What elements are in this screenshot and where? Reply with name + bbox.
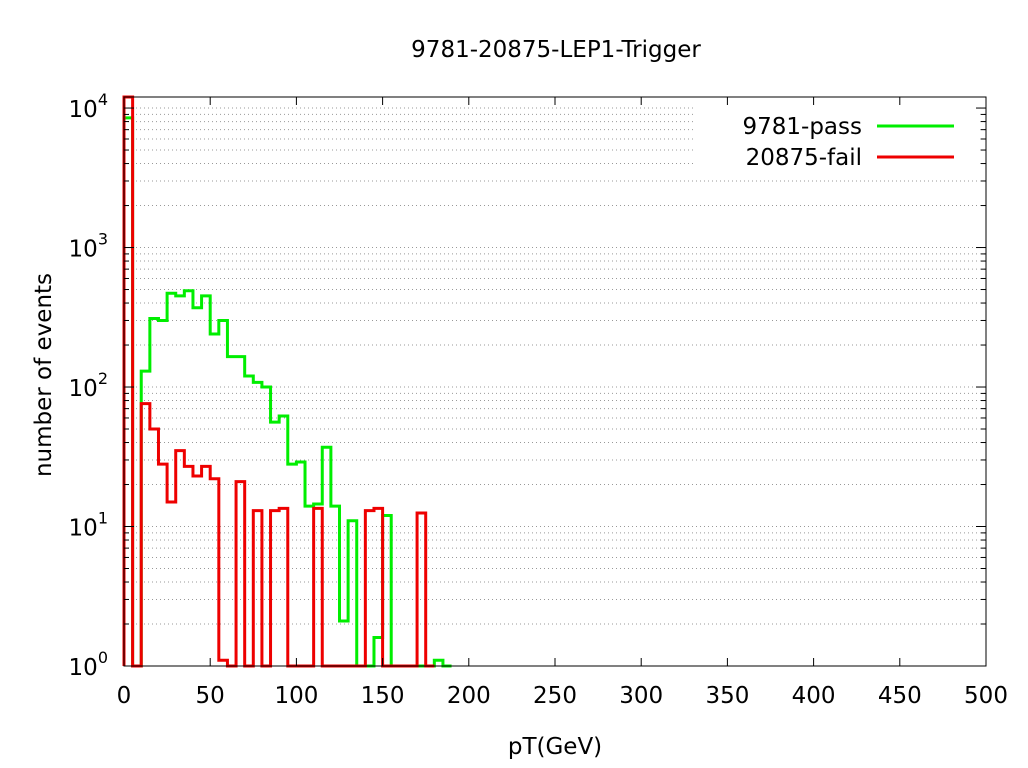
x-tick-label: 250	[533, 683, 577, 709]
legend-label-pass: 9781-pass	[743, 114, 863, 140]
x-tick-label: 100	[274, 683, 318, 709]
y-axis-label: number of events	[31, 273, 57, 477]
series-group	[122, 95, 452, 668]
y-tick-label: 102	[69, 369, 108, 402]
chart-title: 9781-20875-LEP1-Trigger	[411, 37, 701, 63]
legend-label-fail: 20875-fail	[746, 145, 862, 171]
y-tick-label: 100	[69, 648, 108, 681]
x-tick-label: 0	[117, 683, 132, 709]
x-tick-label: 300	[619, 683, 663, 709]
axis-ticks: 0 50 100 150 200 250 300 350 400 450 500 100 101 102 1…	[69, 90, 1008, 709]
x-tick-label: 150	[361, 683, 405, 709]
x-tick-label: 50	[196, 683, 225, 709]
series-fail-line	[122, 95, 435, 668]
x-tick-label: 350	[705, 683, 749, 709]
x-tick-label: 500	[964, 683, 1008, 709]
x-axis-label: pT(GeV)	[508, 734, 602, 760]
x-tick-label: 450	[878, 683, 922, 709]
y-tick-label: 101	[69, 509, 108, 542]
legend: 9781-pass 20875-fail	[743, 114, 954, 171]
x-tick-label: 400	[792, 683, 836, 709]
y-tick-label: 103	[69, 230, 108, 263]
y-tick-label: 104	[69, 90, 108, 123]
x-tick-label: 200	[447, 683, 491, 709]
